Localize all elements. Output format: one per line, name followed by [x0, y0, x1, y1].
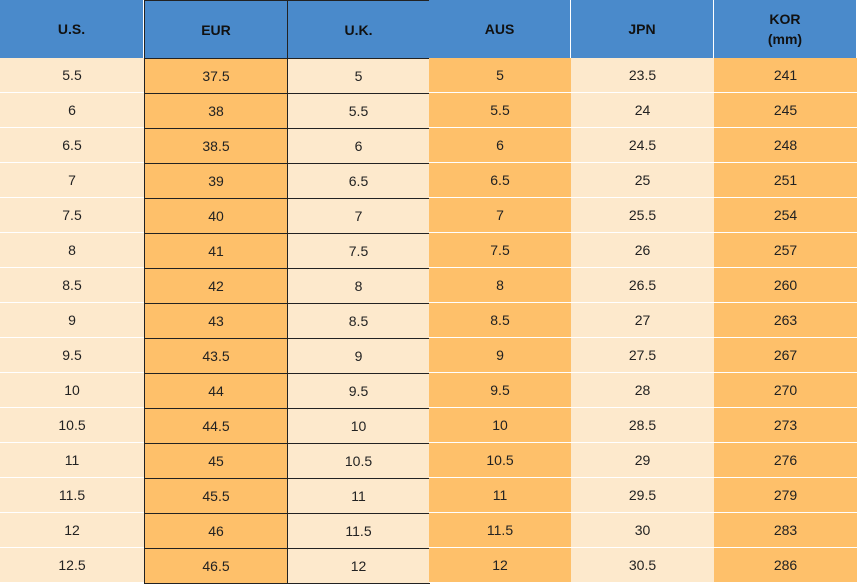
table-cell: 37.5: [144, 58, 288, 94]
header-cell: JPN: [571, 0, 714, 58]
table-cell: 25.5: [571, 198, 714, 233]
table-cell: 12: [429, 548, 571, 583]
table-cell: 273: [714, 408, 857, 443]
table-cell: 257: [714, 233, 857, 268]
table-cell: 11.5: [429, 513, 571, 548]
table-cell: 24.5: [571, 128, 714, 163]
table-cell: 11.5: [0, 478, 144, 513]
table-cell: 5.5: [429, 93, 571, 128]
table-cell: 45: [144, 443, 288, 479]
table-cell: 44: [144, 373, 288, 409]
table-cell: 10: [0, 373, 144, 408]
table-cell: 38: [144, 93, 288, 129]
table-cell: 10.5: [287, 443, 430, 479]
table-cell: 29: [571, 443, 714, 478]
table-cell: 43.5: [144, 338, 288, 374]
table-cell: 11: [429, 478, 571, 513]
header-cell: EUR: [144, 0, 288, 59]
table-cell: 30.5: [571, 548, 714, 583]
table-cell: 6: [0, 93, 144, 128]
table-cell: 24: [571, 93, 714, 128]
table-cell: 8: [287, 268, 430, 304]
table-cell: 11.5: [287, 513, 430, 549]
table-cell: 283: [714, 513, 857, 548]
table-cell: 28: [571, 373, 714, 408]
table-cell: 7.5: [0, 198, 144, 233]
table-cell: 9.5: [287, 373, 430, 409]
table-cell: 26: [571, 233, 714, 268]
table-cell: 27.5: [571, 338, 714, 373]
table-cell: 29.5: [571, 478, 714, 513]
table-cell: 38.5: [144, 128, 288, 164]
table-cell: 254: [714, 198, 857, 233]
table-cell: 6.5: [287, 163, 430, 199]
table-cell: 9: [0, 303, 144, 338]
table-cell: 286: [714, 548, 857, 583]
table-cell: 9: [287, 338, 430, 374]
table-cell: 11: [0, 443, 144, 478]
table-cell: 26.5: [571, 268, 714, 303]
header-cell: U.K.: [287, 0, 430, 59]
table-cell: 7.5: [429, 233, 571, 268]
table-cell: 263: [714, 303, 857, 338]
table-cell: 40: [144, 198, 288, 234]
table-cell: 8: [0, 233, 144, 268]
table-cell: 10: [287, 408, 430, 444]
table-cell: 5: [287, 58, 430, 94]
table-cell: 46.5: [144, 548, 288, 584]
table-cell: 10: [429, 408, 571, 443]
table-cell: 6.5: [429, 163, 571, 198]
table-cell: 12.5: [0, 548, 144, 583]
table-cell: 23.5: [571, 58, 714, 93]
table-cell: 6: [287, 128, 430, 164]
table-cell: 245: [714, 93, 857, 128]
table-cell: 5.5: [287, 93, 430, 129]
table-cell: 248: [714, 128, 857, 163]
table-cell: 10.5: [0, 408, 144, 443]
table-cell: 46: [144, 513, 288, 549]
table-cell: 28.5: [571, 408, 714, 443]
table-cell: 43: [144, 303, 288, 339]
table-cell: 6.5: [0, 128, 144, 163]
table-cell: 276: [714, 443, 857, 478]
table-cell: 7: [0, 163, 144, 198]
table-cell: 10.5: [429, 443, 571, 478]
table-cell: 260: [714, 268, 857, 303]
table-cell: 30: [571, 513, 714, 548]
table-cell: 6: [429, 128, 571, 163]
table-cell: 39: [144, 163, 288, 199]
header-cell: KOR (mm): [714, 0, 857, 58]
header-cell: U.S.: [0, 0, 144, 58]
table-cell: 9.5: [0, 338, 144, 373]
table-cell: 45.5: [144, 478, 288, 514]
table-cell: 25: [571, 163, 714, 198]
table-cell: 11: [287, 478, 430, 514]
table-cell: 12: [287, 548, 430, 584]
table-cell: 9: [429, 338, 571, 373]
table-cell: 241: [714, 58, 857, 93]
table-cell: 251: [714, 163, 857, 198]
table-cell: 8.5: [0, 268, 144, 303]
table-cell: 44.5: [144, 408, 288, 444]
table-cell: 7.5: [287, 233, 430, 269]
table-cell: 42: [144, 268, 288, 304]
table-cell: 9.5: [429, 373, 571, 408]
table-cell: 267: [714, 338, 857, 373]
table-cell: 41: [144, 233, 288, 269]
table-cell: 7: [429, 198, 571, 233]
table-cell: 7: [287, 198, 430, 234]
table-cell: 270: [714, 373, 857, 408]
table-cell: 8.5: [287, 303, 430, 339]
table-cell: 27: [571, 303, 714, 338]
header-cell: AUS: [429, 0, 571, 58]
table-cell: 12: [0, 513, 144, 548]
table-cell: 8: [429, 268, 571, 303]
table-cell: 8.5: [429, 303, 571, 338]
table-cell: 5: [429, 58, 571, 93]
table-cell: 5.5: [0, 58, 144, 93]
table-cell: 279: [714, 478, 857, 513]
